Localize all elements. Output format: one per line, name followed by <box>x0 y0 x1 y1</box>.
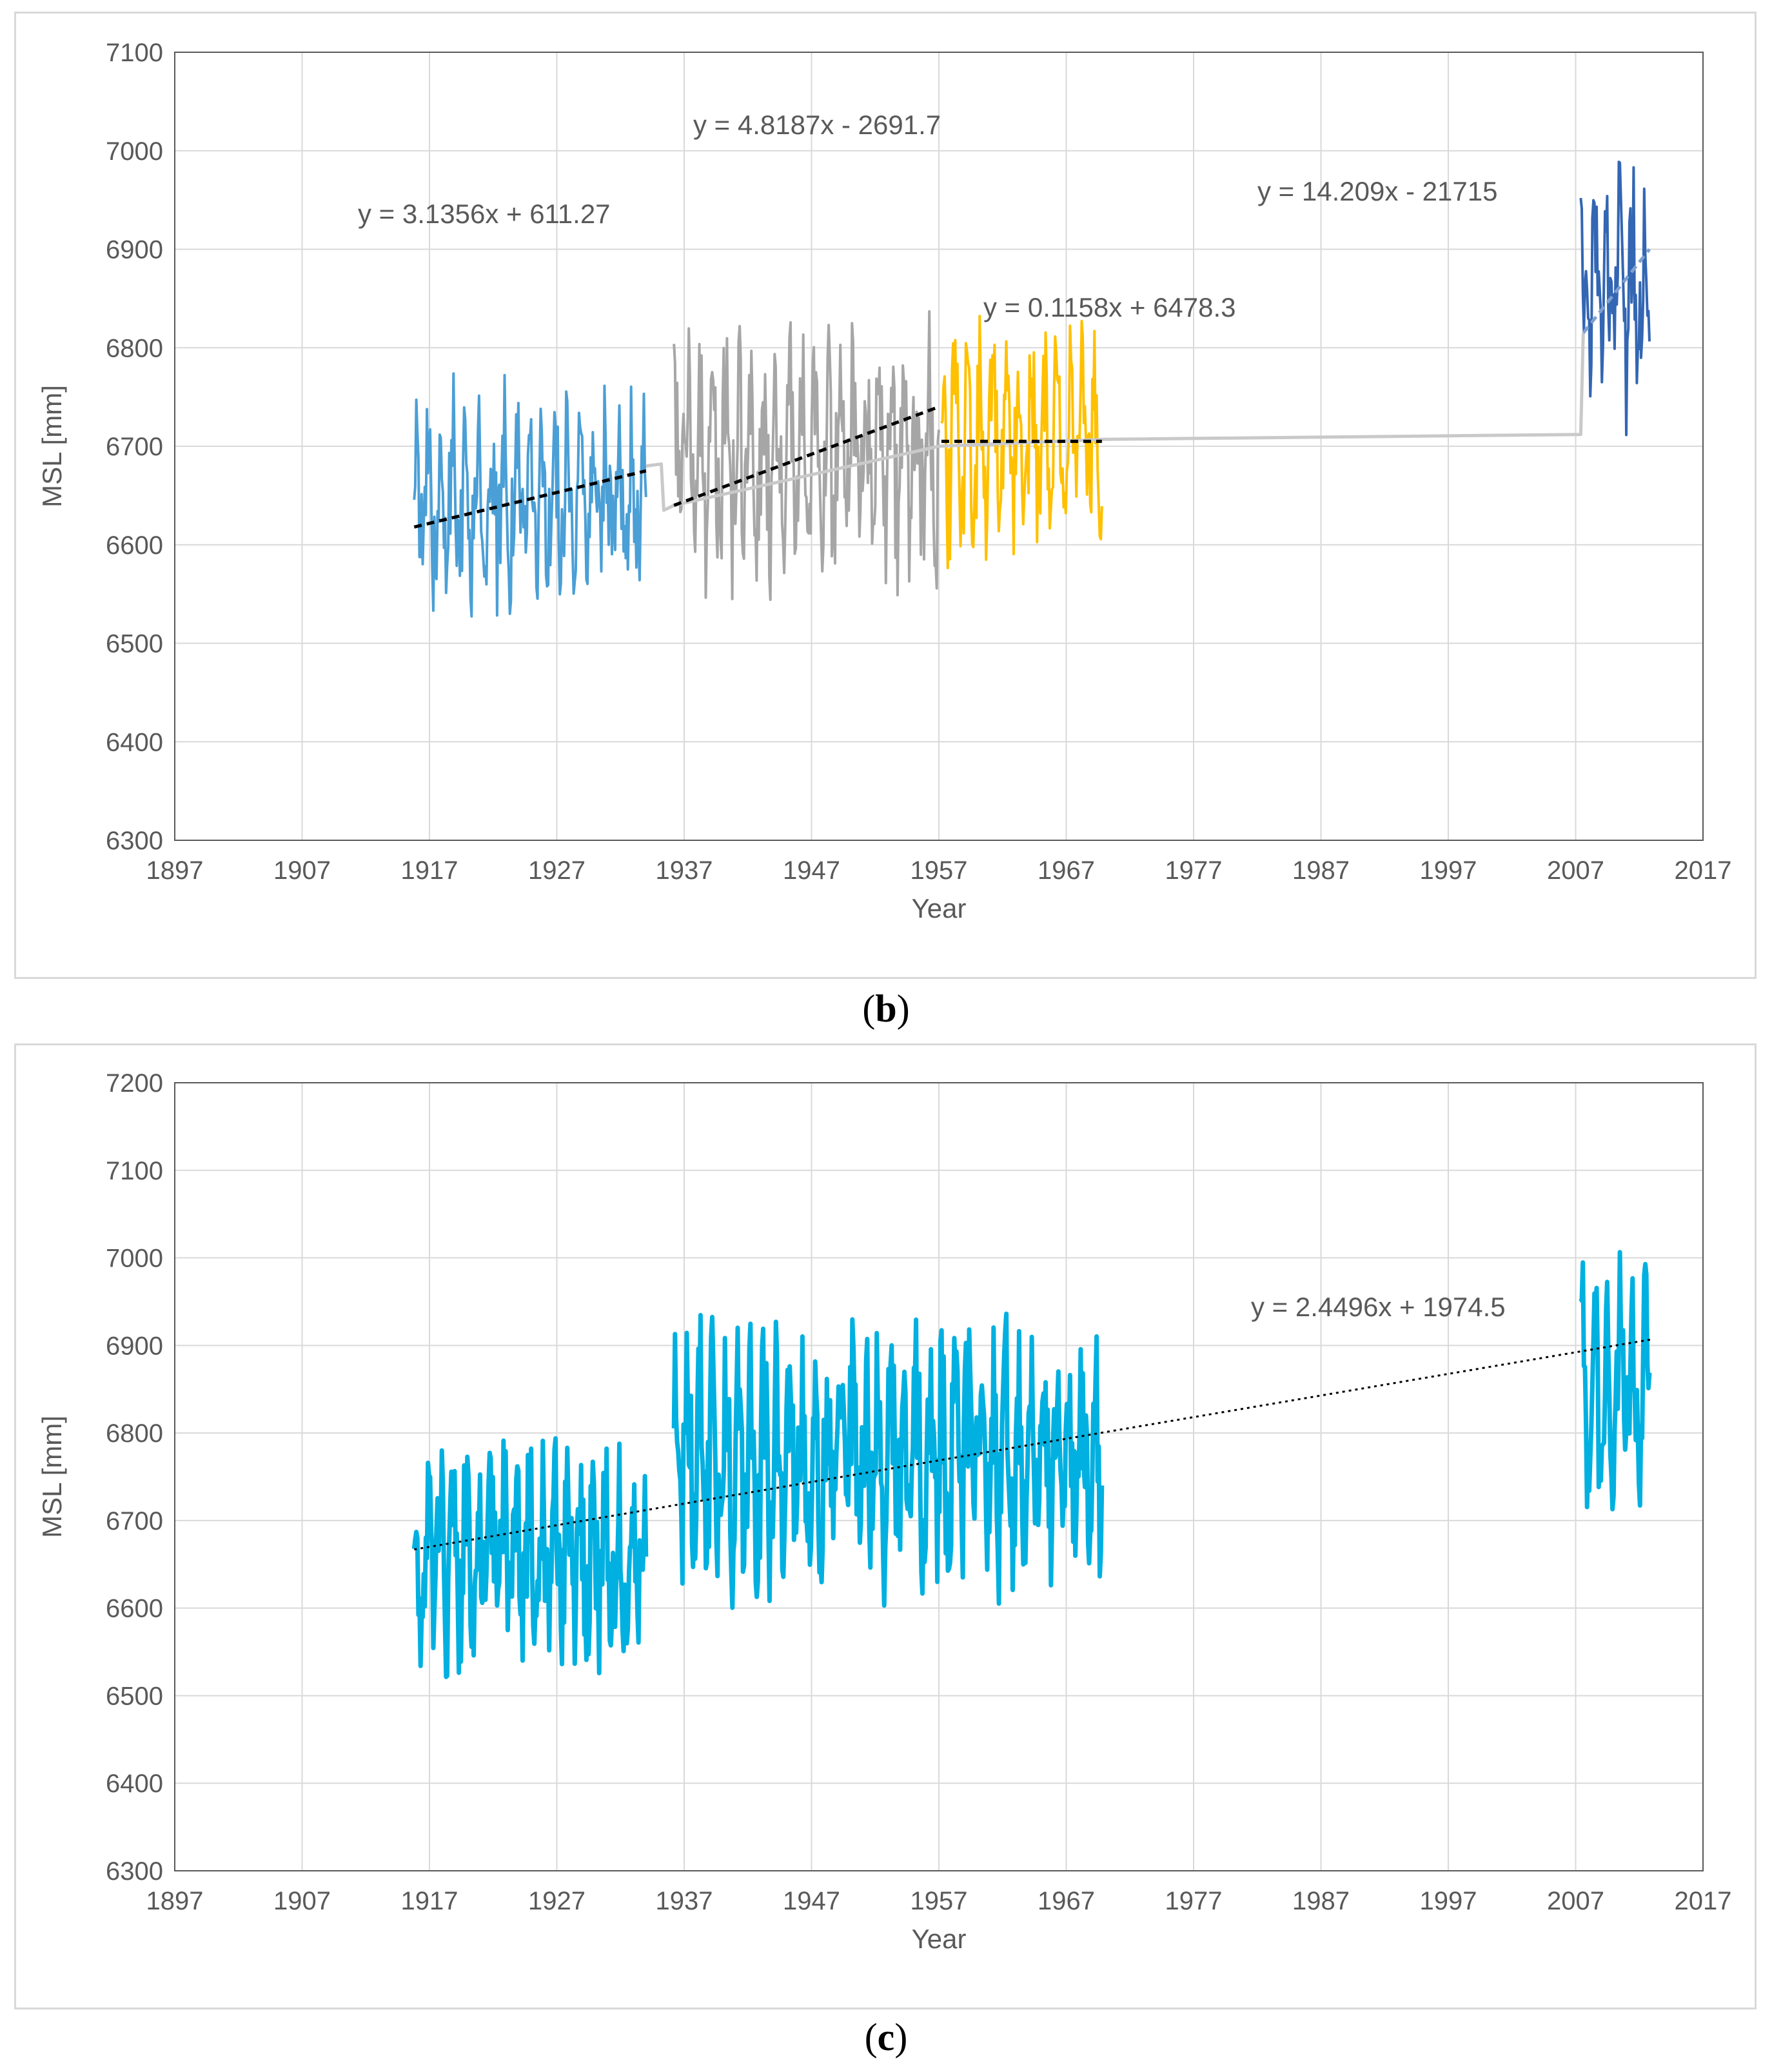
x-tick-label: 1987 <box>1292 856 1350 885</box>
x-tick-label: 1977 <box>1165 1887 1223 1915</box>
x-tick-label: 2017 <box>1675 1887 1732 1915</box>
trendline <box>673 405 940 507</box>
series-line-1936-1970 <box>671 1311 1105 1610</box>
y-tick-label: 6500 <box>106 630 163 658</box>
x-tick-label: 1987 <box>1292 1887 1350 1915</box>
y-tick-label: 7000 <box>106 137 163 166</box>
y-tick-label: 6700 <box>106 433 163 461</box>
x-tick-label: 1917 <box>401 856 458 885</box>
trendline <box>1582 248 1651 334</box>
caption-b-open: ( <box>862 987 876 1030</box>
caption-c-open: ( <box>864 2016 878 2058</box>
y-tick-label: 6600 <box>106 531 163 560</box>
x-tick-label: 1897 <box>146 1887 204 1915</box>
plot-area-border <box>174 52 1704 841</box>
x-tick-label: 2007 <box>1547 1887 1604 1915</box>
x-tick-label: 2017 <box>1675 856 1732 885</box>
x-tick-label: 1937 <box>656 1887 713 1915</box>
y-axis-title: MSL [mm] <box>37 1416 67 1538</box>
y-tick-label: 6300 <box>106 1857 163 1886</box>
x-tick-label: 1917 <box>401 1887 458 1915</box>
plot-area-border <box>174 1082 1704 1871</box>
caption-c-close: ) <box>894 2016 908 2058</box>
chart-b-svg: 6300 6400 6500 6600 6700 6800 6900 7000 7100 1897… <box>37 39 1732 923</box>
chart-panel-b: 6300 6400 6500 6600 6700 6800 6900 7000 7100 1897… <box>14 12 1757 979</box>
y-tick-label: 6700 <box>106 1507 163 1535</box>
y-tick-label: 6900 <box>106 236 163 264</box>
x-tick-label: 1927 <box>528 856 586 885</box>
chart-panel-c: 6300 6400 6500 6600 6700 6800 6900 7000 7100 7200… <box>14 1043 1757 2009</box>
trendline-equation: y = 4.8187x - 2691.7 <box>693 110 941 140</box>
x-tick-label: 1937 <box>656 856 713 885</box>
x-tick-label: 1997 <box>1420 1887 1477 1915</box>
y-tick-label: 6800 <box>106 334 163 362</box>
x-tick-label: 1947 <box>783 1887 840 1915</box>
caption-c-letter: c <box>877 2016 895 2058</box>
series-line-1916-1934 <box>413 372 647 618</box>
caption-b-letter: b <box>875 987 897 1030</box>
caption-b-close: ) <box>896 987 910 1030</box>
y-tick-label: 7200 <box>106 1069 163 1098</box>
y-tick-label: 6500 <box>106 1682 163 1710</box>
x-tick-label: 1977 <box>1165 856 1223 885</box>
x-tick-label: 1907 <box>273 856 331 885</box>
x-tick-label: 1957 <box>911 856 968 885</box>
x-tick-label: 1967 <box>1038 1887 1095 1915</box>
chart-c-svg: 6300 6400 6500 6600 6700 6800 6900 7000 7100 7200… <box>37 1069 1732 1954</box>
x-tick-label: 1927 <box>528 1887 586 1915</box>
y-tick-label: 7000 <box>106 1245 163 1273</box>
x-tick-label: 1897 <box>146 856 204 885</box>
series-line-connector <box>645 333 1585 512</box>
y-tick-label: 6400 <box>106 728 163 756</box>
y-tick-label: 7100 <box>106 39 163 67</box>
trendline <box>413 469 647 529</box>
y-tick-label: 6600 <box>106 1595 163 1623</box>
y-tick-label: 6300 <box>106 827 163 855</box>
trendline-equation: y = 3.1356x + 611.27 <box>358 199 611 229</box>
series-line-1916-1934 <box>411 1436 649 1679</box>
x-tick-label: 1907 <box>273 1887 331 1915</box>
trendline-equation: y = 0.1158x + 6478.3 <box>983 292 1236 322</box>
series-line-1936-1957 <box>673 310 940 601</box>
series-line-2008-2013 <box>1579 1250 1652 1512</box>
trendline-equation: y = 14.209x - 21715 <box>1257 176 1497 206</box>
caption-c: (c) <box>0 2015 1772 2060</box>
series-line-2008-2013 <box>1579 161 1651 437</box>
caption-b: (b) <box>0 987 1772 1031</box>
y-tick-label: 6900 <box>106 1332 163 1360</box>
y-tick-label: 7100 <box>106 1157 163 1185</box>
y-tick-label: 6400 <box>106 1770 163 1798</box>
x-tick-label: 1997 <box>1420 856 1477 885</box>
x-tick-label: 1947 <box>783 856 840 885</box>
x-axis-title: Year <box>912 893 967 923</box>
trendline-equation: y = 2.4496x + 1974.5 <box>1251 1292 1506 1322</box>
x-tick-label: 2007 <box>1547 856 1604 885</box>
y-tick-label: 6800 <box>106 1419 163 1448</box>
trendline <box>414 1338 1653 1551</box>
x-tick-label: 1967 <box>1038 856 1095 885</box>
x-axis-title: Year <box>912 1924 967 1954</box>
x-tick-label: 1957 <box>911 1887 968 1915</box>
y-axis-title: MSL [mm] <box>37 385 67 508</box>
